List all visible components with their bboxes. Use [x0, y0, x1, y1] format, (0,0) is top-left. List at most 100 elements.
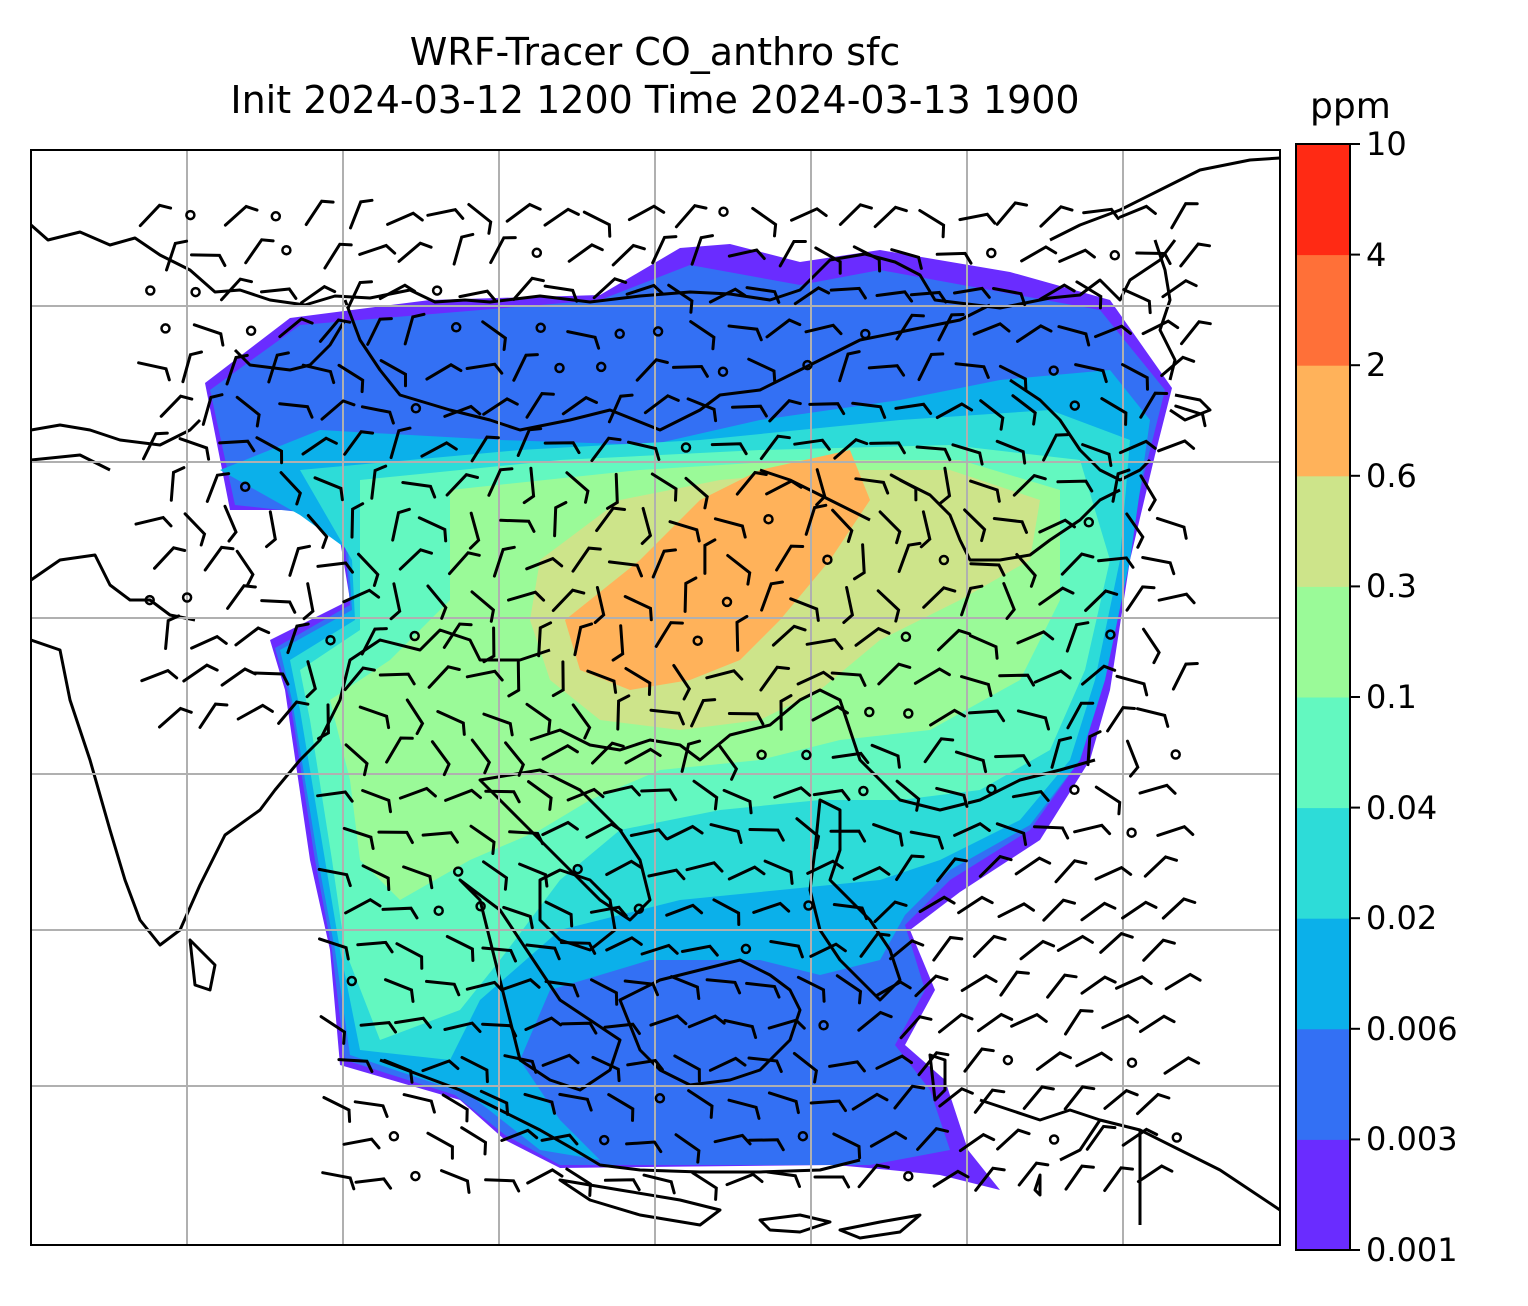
wind-barb [305, 660, 317, 699]
wind-barb [394, 1016, 432, 1029]
wind-barb [877, 662, 912, 686]
wind-barb [590, 978, 619, 1006]
wind-barb [937, 313, 965, 342]
wind-barb [936, 857, 968, 883]
wind-barb [667, 283, 694, 314]
colorbar-tick-label: 0.1 [1366, 678, 1417, 716]
wind-barb [814, 246, 842, 275]
title-line-1: WRF-Tracer CO_anthro sfc [409, 30, 901, 74]
wind-barb [507, 660, 521, 698]
wind-barb [591, 1055, 621, 1083]
wind-barb [469, 824, 496, 855]
wind-barb [897, 541, 922, 573]
wind-barb [969, 479, 1001, 503]
wind-barb [366, 317, 393, 346]
wind-barb [684, 476, 709, 510]
wind-barb [441, 1093, 469, 1123]
wind-barb [649, 1014, 688, 1027]
calm-wind-circle [346, 975, 358, 987]
calm-wind-circle [245, 325, 257, 337]
calm-wind-circle [572, 863, 583, 875]
wind-barb [300, 284, 337, 305]
wind-barb [605, 859, 643, 876]
wind-barb [1164, 972, 1202, 991]
wind-barb [602, 784, 641, 797]
wind-barb [1085, 1124, 1117, 1151]
wind-barb [321, 1171, 356, 1191]
wind-barb [811, 704, 849, 722]
wind-barb [978, 854, 1013, 878]
wind-barb [854, 477, 890, 495]
wind-barb [1022, 1085, 1055, 1110]
wind-barb [590, 436, 622, 463]
wind-barb [460, 1055, 489, 1084]
wind-barb [995, 822, 1028, 846]
wind-barb [606, 472, 619, 510]
wind-barb [470, 738, 492, 775]
wind-barb [951, 443, 984, 466]
wind-barb [502, 905, 534, 930]
wind-barb [1141, 319, 1180, 336]
wind-barb [391, 507, 411, 542]
wind-barb [1080, 975, 1117, 995]
wind-barb [915, 445, 952, 462]
wind-barb [1141, 556, 1176, 576]
wind-barb [1050, 736, 1073, 769]
wind-barb [992, 517, 1028, 534]
wind-barb [875, 290, 914, 303]
wind-barb [922, 586, 957, 609]
colorbar-segment [1296, 365, 1350, 477]
wind-barb [672, 364, 709, 378]
wind-barb [895, 854, 925, 881]
wind-barb [1094, 865, 1133, 881]
wind-barb [481, 320, 507, 351]
wind-barb [792, 1051, 819, 1084]
wind-barb [607, 1093, 635, 1122]
wind-barb [765, 479, 803, 496]
wind-barb [689, 320, 716, 351]
wind-barb [829, 286, 867, 300]
wind-barb [685, 861, 724, 873]
wind-barb [627, 204, 666, 222]
colorbar-tick-label: 0.02 [1366, 899, 1438, 938]
wind-barb [159, 394, 194, 418]
wind-barb [458, 289, 497, 302]
calm-wind-circle [1083, 517, 1095, 528]
wind-barb [512, 353, 539, 382]
wind-barb [420, 441, 458, 458]
wind-barb [1138, 783, 1177, 795]
wind-barb [1011, 394, 1037, 426]
wind-barb [541, 743, 579, 761]
wind-barb [1074, 363, 1108, 384]
wind-barb [960, 974, 998, 992]
wind-barb [607, 393, 634, 424]
calm-wind-circle [388, 1131, 400, 1142]
wind-barb [771, 624, 807, 647]
colorbar-tick-label: 0.006 [1366, 1009, 1458, 1048]
calm-wind-circle [598, 1134, 610, 1146]
wind-barb [322, 1096, 352, 1123]
wind-barb [842, 586, 855, 624]
wind-barb [205, 472, 231, 503]
wind-barb [1060, 552, 1095, 576]
wind-barb [918, 209, 946, 239]
wind-barb [974, 1166, 1006, 1192]
wind-barb [421, 831, 459, 844]
calm-wind-circle [433, 905, 444, 916]
wind-barb [895, 313, 925, 341]
colorbar-tick-label: 0.001 [1366, 1231, 1458, 1269]
wind-barb [1086, 730, 1102, 767]
wind-barb [1135, 251, 1172, 266]
wind-barb [1142, 627, 1161, 665]
wind-barb [623, 979, 659, 997]
calm-wind-circle [740, 943, 752, 955]
wind-barb [543, 441, 581, 455]
wind-barb [852, 865, 891, 881]
wind-barb [640, 788, 678, 802]
wind-barb [713, 517, 747, 539]
wind-barb [851, 1092, 889, 1111]
wind-barb [1174, 404, 1207, 428]
wind-barb [627, 440, 661, 461]
wind-barb [725, 1172, 764, 1187]
wind-barb [727, 1098, 761, 1120]
